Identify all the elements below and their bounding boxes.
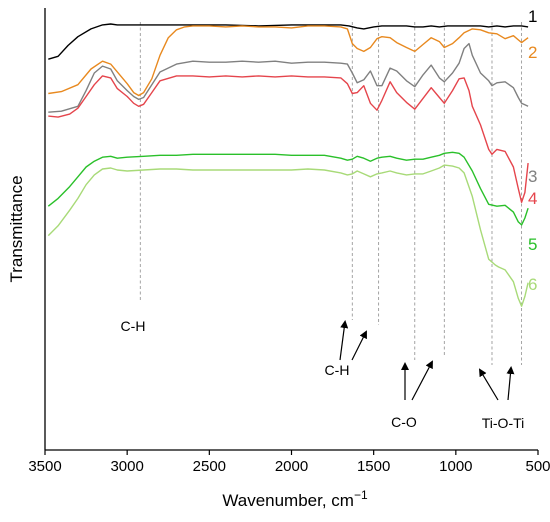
x-tick-label: 3000 [110,458,143,475]
annotations: C-H C-H C-O Ti-O-Ti [121,318,525,431]
x-tick-label: 2500 [193,458,226,475]
series-labels: 1 2 3 4 5 6 [528,7,537,294]
series-line-6 [47,164,529,307]
annotation-label: Ti-O-Ti [482,415,525,431]
series-label-4: 4 [528,189,537,208]
y-axis-title: Transmittance [7,175,26,282]
x-axis-title-sup: −1 [354,488,368,502]
annotation-label: C-O [391,414,417,430]
series-line-2 [48,25,529,97]
annotation-arrow [478,368,499,401]
annotation-label: C-H [121,318,146,334]
series-line-1 [48,23,529,60]
annotation-arrow [351,330,367,361]
x-axis-title: Wavenumber, cm−1 [222,488,368,510]
reference-lines [139,22,523,365]
x-tick-label: 500 [525,458,550,475]
x-tick-label: 2000 [275,458,308,475]
x-axis-title-text: Wavenumber, cm [222,491,354,510]
series-label-6: 6 [528,275,537,294]
series-label-3: 3 [528,167,537,186]
series-line-5 [47,151,529,226]
x-tick-label: 1000 [439,458,472,475]
x-tick-label: 3500 [28,458,61,475]
series-layer [47,23,529,307]
series-label-5: 5 [528,235,537,254]
annotation-arrow [339,320,349,361]
annotation-label: C-H [325,362,350,378]
annotation-arrow [411,360,433,401]
series-label-1: 1 [528,7,537,26]
annotation-arrow [506,366,515,401]
x-ticks: 3500 3000 2500 2000 1500 1000 500 [28,450,550,475]
series-line-4 [48,75,529,203]
x-tick-label: 1500 [357,458,390,475]
series-line-3 [48,42,529,113]
series-label-2: 2 [528,43,537,62]
